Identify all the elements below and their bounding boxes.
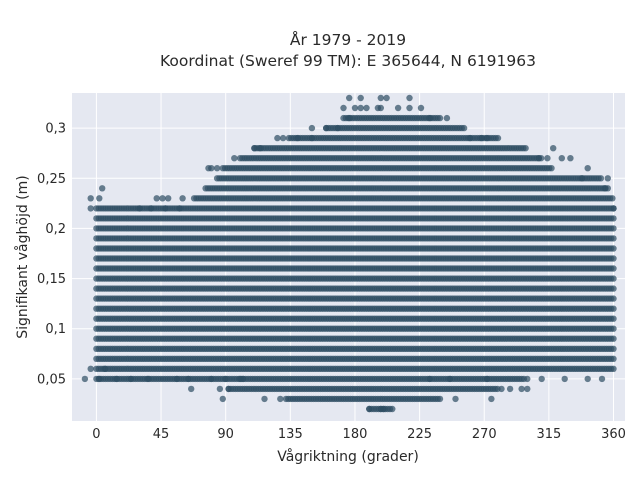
data-point <box>610 305 617 312</box>
data-point <box>610 325 617 332</box>
data-point <box>610 275 617 282</box>
data-point <box>548 165 555 172</box>
data-point <box>610 345 617 352</box>
chart-title-line-2: Koordinat (Sweref 99 TM): E 365644, N 61… <box>160 52 536 70</box>
data-point <box>610 215 617 222</box>
data-point <box>610 285 617 292</box>
data-points <box>81 94 617 413</box>
data-point <box>609 195 616 202</box>
data-point <box>610 365 617 372</box>
data-point <box>610 245 617 252</box>
data-point <box>610 355 617 362</box>
data-point <box>610 265 617 272</box>
data-point <box>610 235 617 242</box>
chart-title-line-1: År 1979 - 2019 <box>290 30 406 49</box>
data-point <box>610 225 617 232</box>
data-point <box>597 175 605 182</box>
data-point <box>610 295 617 302</box>
data-point <box>610 335 617 342</box>
data-point <box>610 315 617 322</box>
data-point <box>610 255 617 262</box>
data-point <box>436 395 444 403</box>
